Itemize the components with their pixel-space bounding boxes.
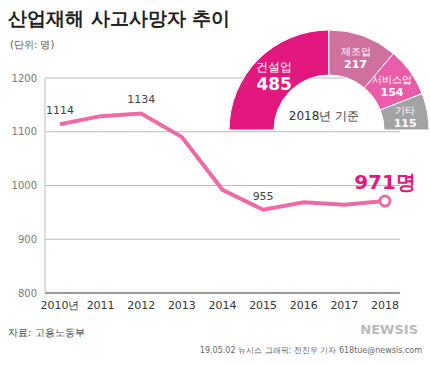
svg-text:485: 485 <box>256 74 292 94</box>
svg-text:2012: 2012 <box>127 299 155 312</box>
svg-text:1200: 1200 <box>12 73 37 84</box>
svg-text:900: 900 <box>18 234 37 245</box>
svg-text:217: 217 <box>344 58 367 71</box>
svg-text:건설업: 건설업 <box>256 60 292 74</box>
svg-text:1114: 1114 <box>46 104 74 117</box>
svg-text:1100: 1100 <box>12 126 37 137</box>
svg-text:2011: 2011 <box>87 299 115 312</box>
svg-text:2010년: 2010년 <box>41 299 80 312</box>
svg-text:1000: 1000 <box>12 180 37 191</box>
svg-text:2018년 기준: 2018년 기준 <box>289 109 359 123</box>
svg-text:2015: 2015 <box>249 299 277 312</box>
svg-text:2018: 2018 <box>371 299 399 312</box>
html-text:자료: 고용노동부: 자료: 고용노동부 <box>8 327 85 338</box>
svg-text:955: 955 <box>253 190 274 203</box>
svg-text:1134: 1134 <box>127 93 155 106</box>
svg-text:2013: 2013 <box>168 299 196 312</box>
svg-text:800: 800 <box>18 288 37 299</box>
svg-text:971명: 971명 <box>354 170 416 194</box>
svg-text:2016: 2016 <box>290 299 318 312</box>
svg-text:서비스업: 서비스업 <box>372 74 412 85</box>
html-text:(단위: 명): (단위: 명) <box>10 39 55 50</box>
svg-text:2014: 2014 <box>209 299 237 312</box>
html-text:NEWSIS: NEWSIS <box>360 322 418 337</box>
html-text:산업재해 사고사망자 추이: 산업재해 사고사망자 추이 <box>8 7 231 29</box>
svg-text:제조업: 제조업 <box>341 46 371 57</box>
svg-text:기타: 기타 <box>395 105 415 116</box>
svg-text:115: 115 <box>394 117 417 130</box>
svg-text:154: 154 <box>381 86 404 99</box>
html-text:19.05.02 뉴시스 그래픽: 전진우 기자 618tu: 19.05.02 뉴시스 그래픽: 전진우 기자 618tue@newsis.c… <box>199 346 422 355</box>
svg-text:2017: 2017 <box>330 299 358 312</box>
